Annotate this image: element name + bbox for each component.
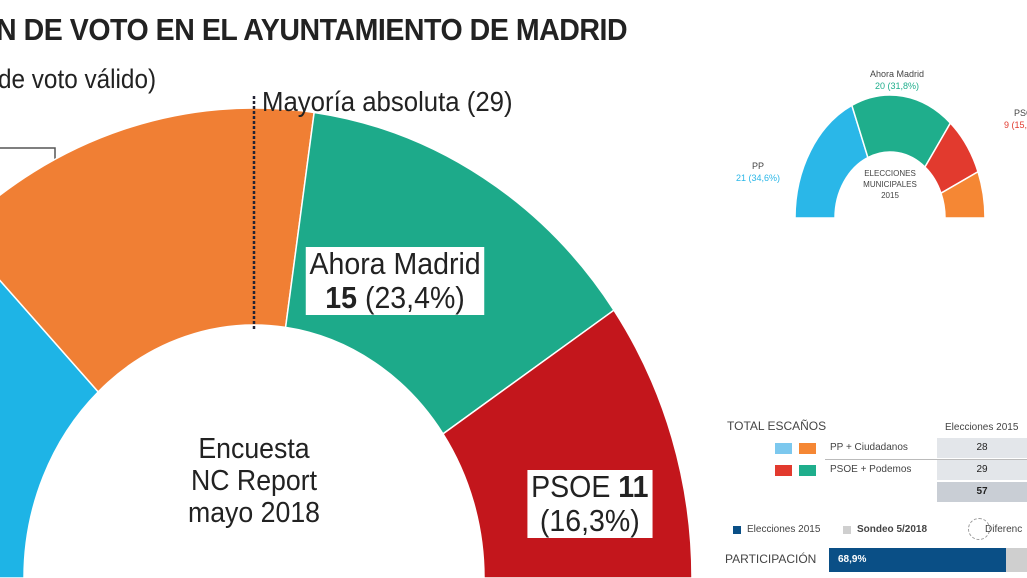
- main-center-label: Encuesta NC Report mayo 2018: [144, 433, 365, 529]
- swatch-cs: [799, 443, 816, 454]
- party-name: PSO: [1014, 108, 1027, 118]
- pct: (16,3%): [539, 503, 640, 538]
- party-value: 15 (23,4%): [309, 281, 480, 315]
- legend-label: Sondeo 5/2018: [857, 524, 928, 535]
- legend-label: Diferenc: [985, 524, 1023, 535]
- small-label-ahora-madrid: Ahora Madrid 20 (31,8%): [862, 68, 932, 92]
- party-name: Ahora Madrid: [309, 246, 481, 281]
- legend-label: Elecciones 2015: [747, 524, 821, 535]
- row-divider: [825, 459, 1027, 460]
- small-label-pp: PP 21 (34,6%): [728, 160, 788, 184]
- seats: 11: [618, 469, 649, 504]
- row-label: PP + Ciudadanos: [830, 442, 908, 453]
- label-ahora-madrid: Ahora Madrid 15 (23,4%): [305, 246, 485, 315]
- legend-swatch: [843, 526, 851, 534]
- row-value: 28: [937, 438, 1027, 458]
- chart-subtitle: de voto válido): [0, 64, 157, 94]
- party-value: PSOE 11: [531, 470, 648, 504]
- party-name: PP: [751, 161, 764, 171]
- chart-title: N DE VOTO EN EL AYUNTAMIENTO DE MADRID: [0, 12, 628, 47]
- label-psoe: PSOE 11 (16,3%): [527, 470, 653, 538]
- party-value: 9 (15,: [1004, 120, 1027, 130]
- party-value: 21 (34,6%): [735, 173, 781, 183]
- slice-party-3: [940, 170, 986, 219]
- slice-party-0: [0, 279, 100, 578]
- small-center-label: ELECCIONES MUNICIPALES 2015: [850, 168, 930, 201]
- pct: (23,4%): [364, 280, 465, 315]
- center-line: Encuesta: [198, 433, 310, 465]
- legend-swatch: [733, 526, 741, 534]
- table-title: TOTAL ESCAÑOS: [727, 419, 827, 433]
- center-line: mayo 2018: [187, 497, 321, 529]
- party-name: PSOE: [531, 469, 611, 504]
- center-line: MUNICIPALES: [863, 180, 917, 189]
- participation-bar: 68,9%: [829, 548, 1027, 572]
- difference-circle-icon: [968, 518, 990, 540]
- majority-label: Mayoría absoluta (29): [262, 86, 513, 117]
- slice-party-1: [0, 107, 316, 393]
- participation-label: PARTICIPACIÓN: [725, 552, 817, 566]
- center-line: 2015: [881, 191, 899, 200]
- row-label: PSOE + Podemos: [830, 464, 912, 475]
- row-value: 29: [937, 460, 1027, 480]
- swatch-psoe: [775, 465, 792, 476]
- party-name: Ahora Madrid: [869, 69, 925, 79]
- swatch-podemos: [799, 465, 816, 476]
- center-line: ELECCIONES: [864, 169, 916, 178]
- seats: 15: [325, 280, 358, 315]
- table-total: 57: [937, 482, 1027, 502]
- swatch-pp: [775, 443, 792, 454]
- table-column-header: Elecciones 2015: [945, 422, 1019, 433]
- party-value: 20 (31,8%): [874, 81, 920, 91]
- participation-fill: 68,9%: [829, 548, 1007, 572]
- center-line: NC Report: [190, 465, 318, 497]
- small-label-psoe: PSO 9 (15,: [1004, 107, 1027, 131]
